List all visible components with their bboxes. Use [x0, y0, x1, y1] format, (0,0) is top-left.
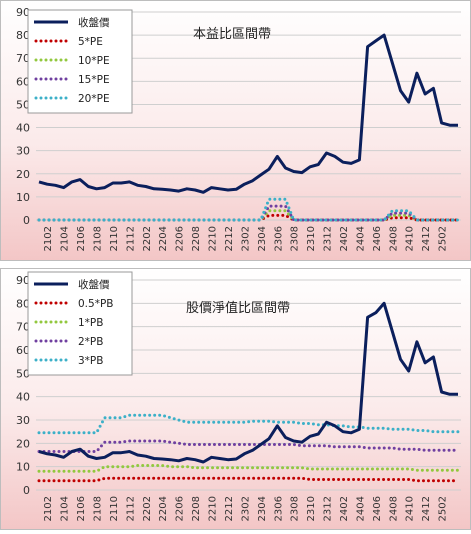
x-tick-label: 2308	[290, 226, 301, 251]
x-tick-label: 2104	[60, 496, 71, 521]
x-tick-label: 2108	[93, 226, 104, 251]
x-tick-label: 2408	[388, 496, 399, 521]
x-tick-label: 2302	[240, 226, 251, 251]
x-tick-label: 2108	[93, 496, 104, 521]
x-tick-label: 2212	[224, 496, 235, 521]
series-line-band-3	[37, 439, 460, 453]
x-tick-label: 2412	[421, 496, 432, 521]
legend-label: 收盤價	[78, 278, 110, 291]
y-tick-label: 90	[16, 274, 30, 287]
legend-label: 0.5*PB	[78, 298, 113, 310]
x-tick-label: 2110	[109, 496, 120, 521]
x-tick-label: 2208	[191, 226, 202, 251]
x-tick-label: 2204	[158, 226, 169, 251]
y-tick-label: 70	[16, 52, 30, 65]
x-tick-label: 2312	[323, 496, 334, 521]
y-tick-label: 30	[16, 414, 30, 427]
x-tick-label: 2208	[191, 496, 202, 521]
x-tick-label: 2310	[306, 496, 317, 521]
x-tick-label: 2306	[273, 226, 284, 251]
x-tick-label: 2212	[224, 226, 235, 251]
x-tick-label: 2412	[421, 226, 432, 251]
y-tick-label: 70	[16, 321, 30, 334]
chart-background	[0, 268, 471, 530]
legend-label: 5*PE	[78, 36, 103, 48]
x-tick-label: 2404	[355, 496, 366, 521]
pb-band-chart-svg: 0 10 20 30 40 50 60 70 80 90 2102 2104 2106 2108 2110 2…	[0, 268, 471, 530]
y-tick-label: 30	[16, 145, 30, 158]
x-tick-label: 2112	[125, 226, 136, 251]
x-tick-label: 2304	[257, 496, 268, 521]
x-tick-label: 2106	[76, 226, 87, 251]
x-tick-label: 2206	[175, 496, 186, 521]
x-tick-label: 2408	[388, 226, 399, 251]
legend-box	[27, 271, 133, 376]
y-tick-label: 0	[23, 484, 30, 497]
y-tick-label: 60	[16, 75, 30, 88]
y-tick-label: 90	[16, 6, 30, 19]
legend-label: 2*PB	[78, 336, 103, 348]
x-tick-label: 2202	[142, 496, 153, 521]
y-tick-label: 20	[16, 437, 30, 450]
x-tick-label: 2502	[438, 496, 449, 521]
x-tick-label: 2308	[290, 496, 301, 521]
y-tick-label: 40	[16, 391, 30, 404]
legend-label: 20*PE	[78, 93, 110, 105]
series-line-band-4	[37, 413, 460, 435]
x-tick-label: 2104	[60, 226, 71, 251]
legend-label: 1*PB	[78, 317, 103, 329]
y-tick-label: 80	[16, 297, 30, 310]
pe-band-chart: 0 10 20 30 40 50 60 70 80 90 2102 2104 2106 2108 2110 2…	[0, 0, 471, 261]
y-tick-label: 0	[23, 214, 30, 227]
x-tick-label: 2106	[76, 496, 87, 521]
x-tick-label: 2410	[405, 496, 416, 521]
x-tick-label: 2304	[257, 226, 268, 251]
x-tick-label: 2402	[339, 496, 350, 521]
y-tick-label: 40	[16, 122, 30, 135]
y-tick-label: 10	[16, 461, 30, 474]
y-tick-label: 60	[16, 344, 30, 357]
series-line-band-2	[37, 464, 460, 473]
pb-band-chart: 0 10 20 30 40 50 60 70 80 90 2102 2104 2106 2108 2110 2…	[0, 268, 471, 530]
x-tick-label: 2310	[306, 226, 317, 251]
y-tick-label: 50	[16, 367, 30, 380]
legend-label: 3*PB	[78, 355, 103, 367]
x-tick-label: 2410	[405, 226, 416, 251]
pe-band-chart-svg: 0 10 20 30 40 50 60 70 80 90 2102 2104 2106 2108 2110 2…	[0, 0, 471, 261]
x-tick-label: 2406	[372, 496, 383, 521]
x-tick-label: 2202	[142, 226, 153, 251]
series-line-close-price	[38, 33, 458, 194]
x-tick-label: 2312	[323, 226, 334, 251]
x-tick-label: 2112	[125, 496, 136, 521]
x-tick-label: 2210	[208, 226, 219, 251]
x-tick-label: 2210	[208, 496, 219, 521]
y-tick-label: 10	[16, 191, 30, 204]
chart-title: 股價淨值比區間帶	[186, 300, 290, 316]
legend-label: 15*PE	[78, 74, 110, 86]
x-tick-label: 2402	[339, 226, 350, 251]
y-tick-label: 50	[16, 98, 30, 111]
y-tick-label: 80	[16, 29, 30, 42]
x-tick-label: 2502	[438, 226, 449, 251]
x-tick-label: 2102	[43, 226, 54, 251]
x-tick-label: 2306	[273, 496, 284, 521]
x-tick-label: 2110	[109, 226, 120, 251]
x-tick-label: 2406	[372, 226, 383, 251]
legend-label: 10*PE	[78, 55, 110, 67]
x-tick-label: 2206	[175, 226, 186, 251]
x-tick-label: 2302	[240, 496, 251, 521]
legend-label: 收盤價	[78, 16, 110, 29]
series-line-close-price	[38, 301, 458, 464]
legend-box	[27, 9, 133, 114]
x-tick-label: 2102	[43, 496, 54, 521]
x-tick-label: 2404	[355, 226, 366, 251]
series-line-band-4	[37, 197, 460, 222]
series-line-band-1	[37, 476, 460, 483]
y-tick-label: 20	[16, 168, 30, 181]
chart-title: 本益比區間帶	[193, 27, 271, 42]
x-tick-label: 2204	[158, 496, 169, 521]
